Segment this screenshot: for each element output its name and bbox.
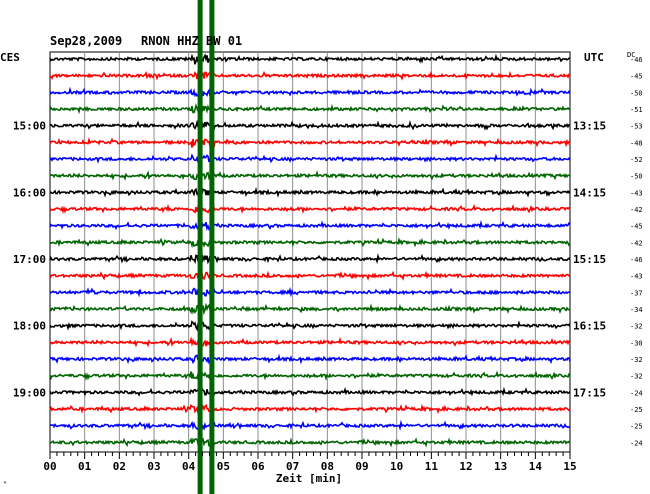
dc-offset: -32 [630,323,643,331]
trace-11 [49,236,571,249]
x-axis: 00 01 02 03 04 05 06 07 08 09 10 11 12 13 14 15 [43,452,577,473]
dc-offset: -42 [630,206,643,214]
trace-2 [49,86,571,98]
trace-4 [49,119,571,132]
left-hour-label: 16:00 [13,186,46,199]
x-tick-label: 11 [425,460,439,473]
trace-10 [49,219,571,232]
grid [49,51,571,453]
dc-offset: -43 [630,189,643,197]
x-tick-label: 06 [251,460,265,473]
hour-labels: 15:00 16:00 17:00 18:00 19:00 13:15 14:15 15:15… [13,120,606,400]
dc-offset: -34 [630,306,643,314]
trace-1 [49,70,571,81]
dc-offset: -46 [630,56,643,64]
dc-offset: -25 [630,406,643,414]
trace-9 [49,203,571,215]
traces [49,53,571,448]
trace-7 [49,170,571,181]
plot-frame [49,51,571,453]
right-hour-label: 15:15 [573,253,606,266]
x-axis-label: Zeit [min] [276,472,342,485]
dc-offset: -25 [630,423,643,431]
x-tick-label: 14 [529,460,543,473]
dc-offset: -32 [630,356,643,364]
trace-19 [49,370,571,381]
trace-5 [49,136,571,148]
dc-offsets: -46 -45 -50 -51 -53 -48 -52 -50 -43 -42 -45 -42 -46 -… [630,56,643,447]
trace-16 [49,320,571,332]
trace-3 [49,102,571,115]
right-hour-label: 14:15 [573,186,606,199]
x-tick-label: 04 [182,460,196,473]
x-tick-label: 01 [78,460,92,473]
right-hour-label: 17:15 [573,386,606,399]
trace-17 [49,336,570,348]
dc-offset: -43 [630,273,643,281]
trace-8 [49,186,571,199]
trace-0 [49,53,571,65]
x-tick-label: 02 [113,460,126,473]
trace-20 [49,385,571,397]
dc-offset: -45 [630,73,643,81]
dc-offset: -37 [630,289,643,297]
dc-offset: -24 [630,439,643,447]
x-tick-label: 12 [459,460,472,473]
x-tick-label: 08 [321,460,334,473]
dc-offset: -24 [630,389,643,397]
chart-date: Sep28,2009 [50,34,122,48]
right-timezone-label: UTC [584,51,604,64]
dc-offset: -32 [630,373,643,381]
trace-6 [49,153,571,164]
x-tick-label: 15 [563,460,576,473]
right-hour-label: 13:15 [573,120,606,133]
event-markers [197,0,215,494]
trace-23 [49,436,571,448]
x-tick-label: 13 [494,460,507,473]
x-tick-label: 10 [390,460,403,473]
dc-offset: -50 [630,89,643,97]
trace-13 [49,270,571,281]
x-tick-label: 07 [286,460,299,473]
event-marker-0 [197,0,203,494]
x-tick-label: 09 [355,460,368,473]
left-hour-label: 18:00 [13,320,46,333]
x-tick-label: 00 [43,460,56,473]
event-marker-1 [209,0,215,494]
corner-mark: ᴬ [3,479,7,488]
x-tick-label: 05 [217,460,230,473]
dc-offset: -45 [630,223,643,231]
left-hour-label: 15:00 [13,120,46,133]
trace-14 [49,286,571,298]
trace-15 [49,302,571,316]
left-hour-label: 19:00 [13,386,46,399]
trace-12 [49,253,571,265]
left-timezone-label: CES [0,51,20,64]
trace-22 [49,419,571,431]
dc-offset: -52 [630,156,643,164]
dc-offset: -50 [630,173,643,181]
left-hour-label: 17:00 [13,253,46,266]
dc-offset: -51 [630,106,643,114]
dc-offset: -42 [630,239,643,247]
trace-21 [49,403,571,415]
dc-offset: -30 [630,339,643,347]
right-hour-label: 16:15 [573,320,606,333]
dc-offset: -48 [630,139,643,147]
dc-offset: -53 [630,123,643,131]
chart-station: RNON HHZ BW 01 [141,34,242,48]
trace-18 [49,353,571,365]
dc-offset: -46 [630,256,643,264]
dc-header-label: DC [627,51,635,59]
x-tick-label: 03 [147,460,160,473]
